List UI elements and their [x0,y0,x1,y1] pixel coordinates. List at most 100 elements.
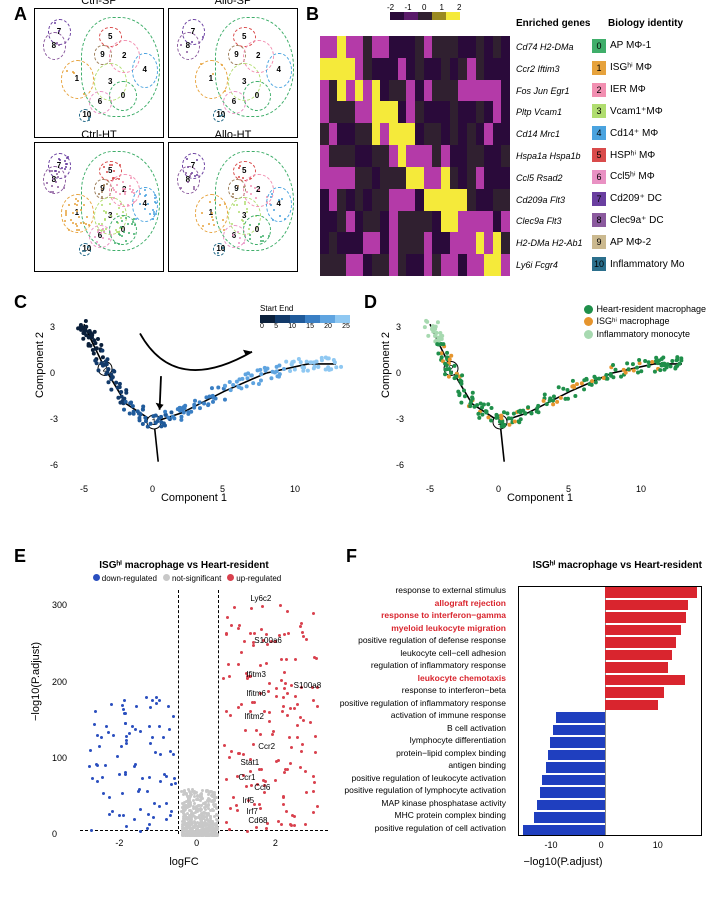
enriched-gene: Cd74 H2-DMa [516,42,574,52]
enrichment-term: allograft rejection [326,599,506,608]
identity-row: 0 AP MΦ-1 [592,39,651,53]
identity-row: 9AP MΦ-2 [592,235,651,249]
panel-a-umap-grid: Ctrl-SP781109532460Allo-SP781109532460Ct… [34,8,298,272]
umap-title: Ctrl-HT [35,129,163,141]
volcano-gene-label: Ifitm2 [244,712,264,721]
enrichment-term: positive regulation of lymphocyte activa… [326,786,506,795]
identity-label: ISGʰⁱ MΦ [610,62,652,73]
volcano-gene-label: Stat1 [240,758,259,767]
volcano-gene-label: Ifitm6 [246,689,266,698]
enriched-gene: Cd14 Mrc1 [516,129,560,139]
enriched-genes-header: Enriched genes [516,18,590,29]
enrichment-term: lymphocyte differentiation [326,736,506,745]
identity-label: AP MΦ-1 [610,40,651,51]
identity-chip: 3 [592,104,606,118]
panel-c-ylabel: Component 2 [34,332,46,398]
enrichment-term: activation of immune response [326,711,506,720]
umap-title: Allo-HT [169,129,297,141]
volcano-gene-label: Ccl6 [254,783,270,792]
enrichment-term: myeloid leukocyte migration [326,624,506,633]
volcano-gene-label: S100a8 [294,681,322,690]
enriched-gene: Clec9a Flt3 [516,216,562,226]
identity-chip: 10 [592,257,606,271]
enrichment-term: leukocyte chemotaxis [326,674,506,683]
umap-title: Allo-SP [169,0,297,7]
volcano-gene-label: Cd68 [248,816,267,825]
panel-d-ylabel: Component 2 [380,332,392,398]
panel-f-xlabel: −log10(P.adjust) [524,856,603,868]
panel-d-xlabel: Component 1 [507,492,573,504]
enrichment-term: protein−lipid complex binding [326,749,506,758]
enriched-gene: Ccl5 Rsad2 [516,173,563,183]
panel-f-enrichment: ISGʰⁱ macrophage vs Heart-resident -1001… [360,560,710,870]
volcano-gene-label: Irf5 [242,796,254,805]
umap-ctrl-ht: Ctrl-HT781109532460 [34,142,164,272]
identity-chip: 5 [592,148,606,162]
identity-row: 5 HSPʰⁱ MΦ [592,148,655,162]
volcano-gene-label: Ccr1 [239,773,256,782]
identity-label: Inflammatory Mo [610,259,684,270]
identity-row: 4 Cd14⁺ MΦ [592,126,658,140]
enriched-gene: Ccr2 Iftim3 [516,64,560,74]
panel-e-ylabel: −log10(P.adjust) [30,642,42,721]
umap-title: Ctrl-SP [35,0,163,7]
panel-e-legend: down-regulatednot-significantup-regulate… [34,574,334,583]
identity-chip: 2 [592,83,606,97]
identity-label: HSPʰⁱ MΦ [610,150,655,161]
volcano-gene-label: Ccr2 [258,742,275,751]
enrichment-term: antigen binding [326,761,506,770]
identity-chip: 0 [592,39,606,53]
celltype-legend: Heart-resident macrophageISGʰⁱ macrophag… [584,304,706,341]
heatmap [320,36,510,276]
panel-label-a: A [14,4,27,25]
pseudotime-legend: Start End0510152025 [260,304,350,330]
umap-allo-ht: Allo-HT781109532460 [168,142,298,272]
enrichment-term: positive regulation of defense response [326,636,506,645]
enrichment-term: response to interferon−gamma [326,611,506,620]
panel-b-heatmap-block: -2-1012 Enriched genes Biology identity … [320,8,710,288]
enrichment-term: positive regulation of cell activation [326,824,506,833]
identity-chip: 6 [592,170,606,184]
enriched-gene: Cd209a Flt3 [516,195,565,205]
enriched-gene: Ly6i Fcgr4 [516,260,558,270]
enriched-gene: Fos Jun Egr1 [516,86,570,96]
identity-label: AP MΦ-2 [610,237,651,248]
identity-row: 3 Vcam1⁺MΦ [592,104,663,118]
enriched-gene: Hspa1a Hspa1b [516,151,581,161]
enrichment-term: MAP kinase phosphatase activity [326,799,506,808]
enriched-genes-column: Cd74 H2-DMaCcr2 Iftim3Fos Jun Egr1Pltp V… [516,36,588,276]
identity-label: Ccl5ʰⁱ MΦ [610,171,655,182]
identity-row: 7 Cd209⁺ DC [592,192,662,206]
umap-allo-sp: Allo-SP781109532460 [168,8,298,138]
enriched-gene: H2-DMa H2-Ab1 [516,238,583,248]
volcano-gene-label: Ifitm3 [246,670,266,679]
enrichment-term: positive regulation of leukocyte activat… [326,774,506,783]
identity-label: Cd209⁺ DC [610,193,662,204]
biology-identity-header: Biology identity [608,18,683,29]
panel-c-xlabel: Component 1 [161,492,227,504]
identity-chip: 7 [592,192,606,206]
panel-c-trajectory: -50510-6-30312 Component 2 Component 1 S… [34,304,354,504]
panel-label-d: D [364,292,377,313]
umap-ctrl-sp: Ctrl-SP781109532460 [34,8,164,138]
panel-label-f: F [346,546,357,567]
panel-label-e: E [14,546,26,567]
volcano-gene-label: Irf7 [246,807,258,816]
enrichment-term: B cell activation [326,724,506,733]
heatmap-colorbar: -2-1012 [390,12,460,20]
identity-chip: 8 [592,213,606,227]
identity-label: Cd14⁺ MΦ [610,128,658,139]
identity-chip: 4 [592,126,606,140]
panel-e-xlabel: logFC [169,856,198,868]
identity-label: IER MΦ [610,84,646,95]
identity-row: 6 Ccl5ʰⁱ MΦ [592,170,655,184]
panel-f-title: ISGʰⁱ macrophage vs Heart-resident [360,560,702,571]
enrichment-term: response to external stimulus [326,586,506,595]
identity-row: 8Clec9a⁺ DC [592,213,664,227]
panel-label-c: C [14,292,27,313]
enrichment-term: leukocyte cell−cell adhesion [326,649,506,658]
identity-label: Vcam1⁺MΦ [610,106,663,117]
enrichment-term: MHC protein complex binding [326,811,506,820]
biology-identity-column: 0AP MΦ-11ISGʰⁱ MΦ2IER MΦ3Vcam1⁺MΦ4Cd14⁺ … [592,36,712,276]
identity-row: 2 IER MΦ [592,83,646,97]
